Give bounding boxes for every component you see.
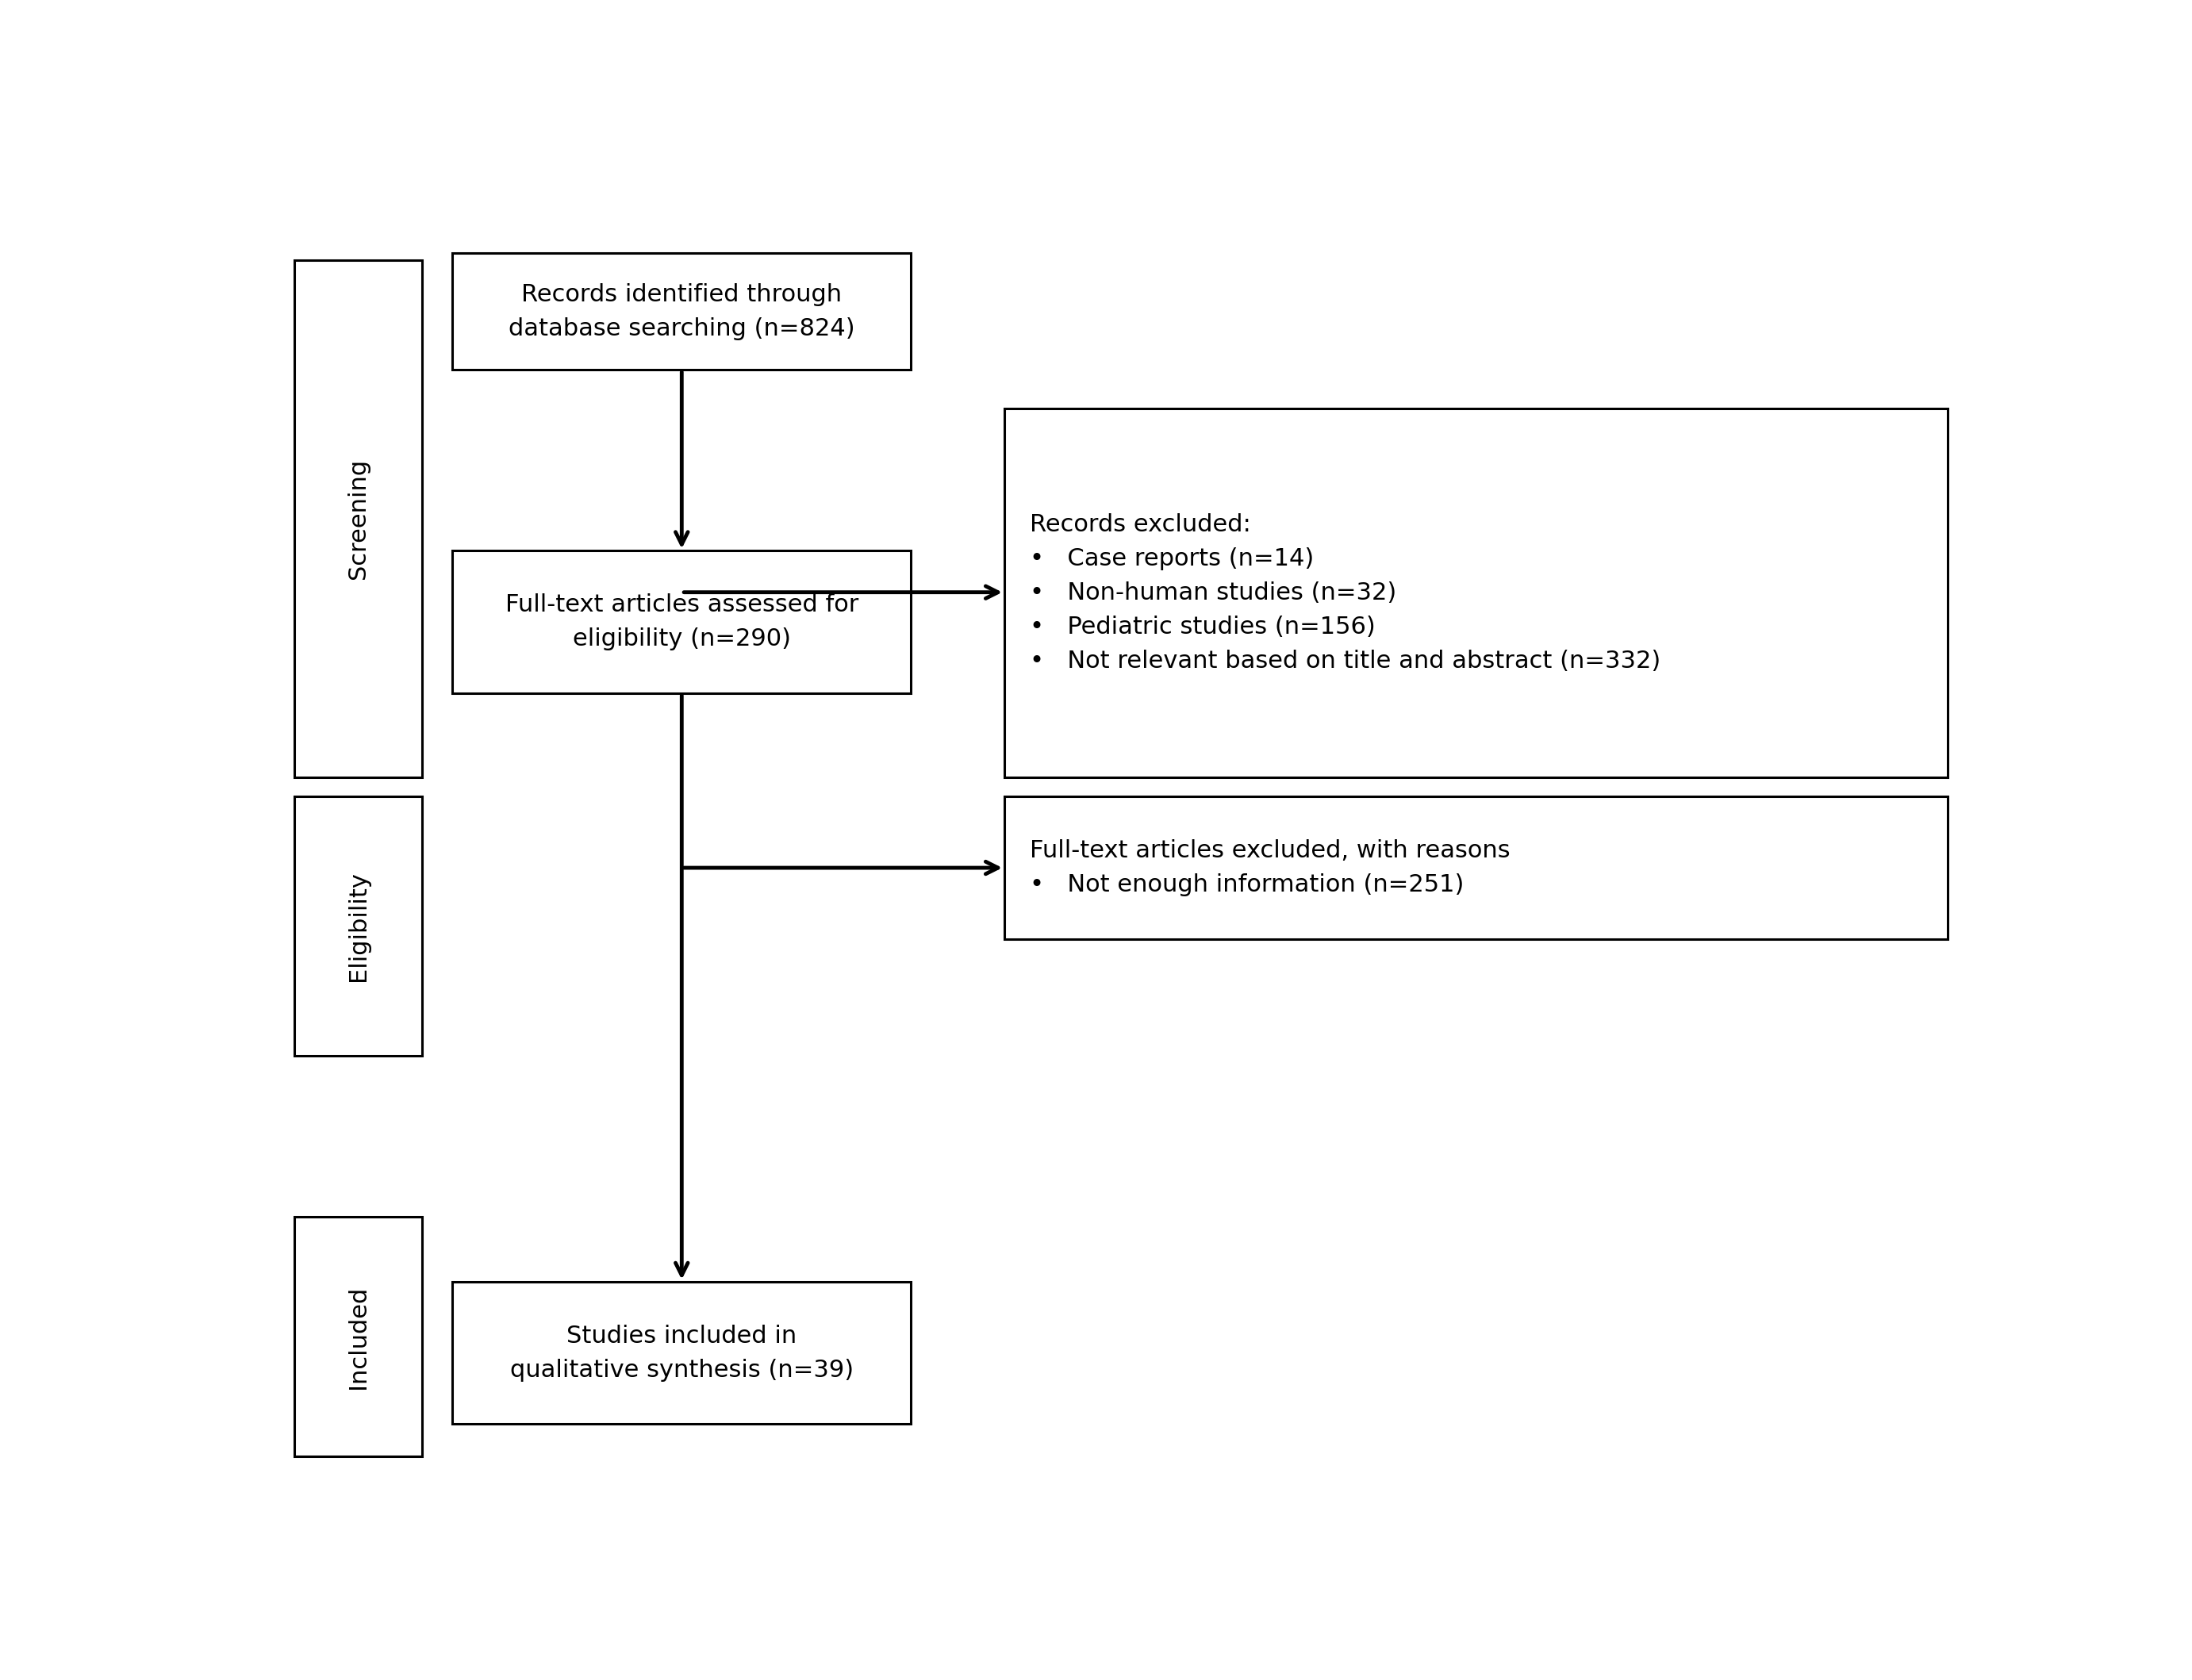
FancyBboxPatch shape	[452, 1282, 912, 1425]
Text: Full-text articles excluded, with reasons
•   Not enough information (n=251): Full-text articles excluded, with reason…	[1030, 840, 1510, 895]
Text: Records excluded:
•   Case reports (n=14)
•   Non-human studies (n=32)
•   Pedia: Records excluded: • Case reports (n=14) …	[1030, 514, 1662, 672]
FancyBboxPatch shape	[1004, 408, 1946, 778]
FancyBboxPatch shape	[452, 254, 912, 370]
FancyBboxPatch shape	[294, 260, 421, 778]
Text: Included: Included	[346, 1285, 370, 1389]
FancyBboxPatch shape	[452, 551, 912, 694]
FancyBboxPatch shape	[294, 796, 421, 1055]
FancyBboxPatch shape	[1004, 796, 1946, 939]
Text: Studies included in
qualitative synthesis (n=39): Studies included in qualitative synthesi…	[511, 1324, 853, 1381]
Text: Records identified through
database searching (n=824): Records identified through database sear…	[509, 284, 855, 339]
Text: Eligibility: Eligibility	[346, 870, 370, 981]
FancyBboxPatch shape	[294, 1216, 421, 1457]
Text: Screening: Screening	[346, 459, 370, 580]
Text: Full-text articles assessed for
eligibility (n=290): Full-text articles assessed for eligibil…	[504, 593, 859, 650]
